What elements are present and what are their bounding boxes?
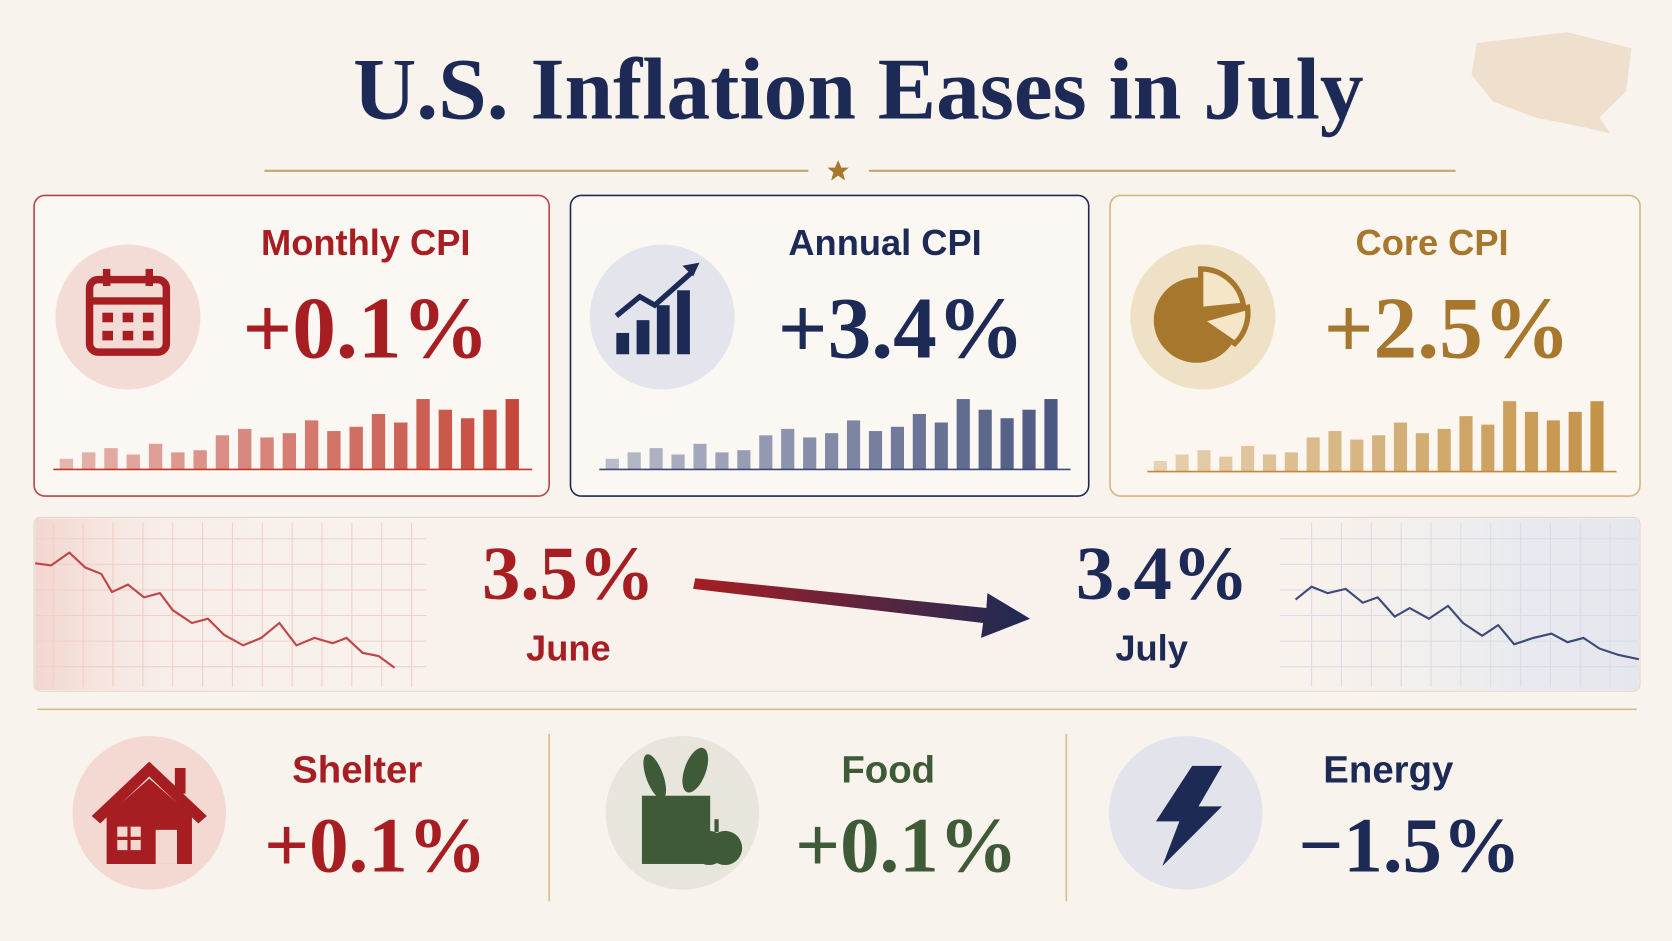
to-label: July xyxy=(1115,627,1188,668)
decorative-bar xyxy=(803,437,817,470)
decorative-bar xyxy=(1503,401,1517,472)
grocery-icon xyxy=(641,747,743,866)
arrow xyxy=(693,578,1031,638)
component-label: Energy xyxy=(1323,748,1454,791)
decorative-bar xyxy=(890,426,905,470)
panel-fade xyxy=(35,518,462,691)
decorative-bar xyxy=(1241,445,1255,472)
decorative-bar xyxy=(171,452,185,470)
decorative-bar xyxy=(1284,452,1298,472)
decorative-bar xyxy=(737,450,751,470)
card-value: +2.5% xyxy=(1324,279,1571,376)
decorative-bar xyxy=(327,431,341,470)
pie-icon xyxy=(1153,266,1251,363)
to-value: 3.4% xyxy=(1076,531,1249,616)
decorative-bar xyxy=(59,458,74,470)
component-value: +0.1% xyxy=(264,802,486,889)
decorative-bar xyxy=(126,454,140,470)
decorative-bar xyxy=(912,413,926,470)
decorative-bar xyxy=(304,420,319,470)
component-value: +0.1% xyxy=(795,802,1017,889)
decorative-bar xyxy=(846,420,861,470)
decorative-bar xyxy=(1262,454,1277,472)
decorative-bar xyxy=(868,431,883,470)
calendar-dots xyxy=(102,312,154,341)
decorative-bar xyxy=(1393,422,1408,472)
decorative-bar xyxy=(394,422,408,470)
decorative-bar xyxy=(671,454,685,470)
decorative-bar xyxy=(148,443,163,470)
decorative-bar xyxy=(1000,418,1014,470)
decorative-bar xyxy=(483,409,497,470)
decorative-bar xyxy=(193,450,207,470)
decorative-bar xyxy=(460,418,475,470)
decorative-bar xyxy=(82,452,96,470)
decorative-bar xyxy=(781,428,795,470)
decorative-bar xyxy=(978,409,992,470)
decorative-bar xyxy=(934,422,948,470)
decorative-bar xyxy=(1481,424,1495,472)
decorative-bar xyxy=(371,413,386,470)
map-icon xyxy=(1471,32,1632,134)
decorative-bar xyxy=(505,399,519,470)
decorative-bar xyxy=(238,428,252,470)
decorative-bar xyxy=(1328,431,1342,472)
card-value: +0.1% xyxy=(242,279,489,376)
decorative-bar xyxy=(349,426,363,470)
card-label: Monthly CPI xyxy=(261,222,470,263)
from-value: 3.5% xyxy=(482,531,655,616)
decorative-bar xyxy=(693,443,707,470)
decorative-bar xyxy=(1350,439,1364,472)
decorative-bar xyxy=(416,399,430,470)
decorative-bar xyxy=(627,452,641,470)
decorative-bar xyxy=(1197,450,1211,472)
card-label: Annual CPI xyxy=(788,222,981,263)
decorative-bar xyxy=(1415,433,1429,472)
decorative-bar xyxy=(1044,399,1058,470)
decorative-bar xyxy=(715,452,729,470)
panel-fade xyxy=(1258,518,1639,691)
house-icon xyxy=(91,761,207,864)
decorative-bar xyxy=(1437,428,1451,472)
decorative-bar xyxy=(260,437,274,470)
decorative-bar xyxy=(1219,456,1233,472)
title: U.S. Inflation Eases in July xyxy=(353,40,1363,137)
decorative-bar xyxy=(1306,437,1320,472)
card-value: +3.4% xyxy=(778,279,1025,376)
decorative-bar xyxy=(215,435,230,470)
decorative-bar xyxy=(1459,416,1473,472)
decorative-bars xyxy=(53,399,1617,473)
decorative-bar xyxy=(649,448,663,470)
component-label: Food xyxy=(841,748,935,791)
decorative-bar xyxy=(956,399,970,470)
decorative-bar xyxy=(825,433,839,470)
component-value: −1.5% xyxy=(1298,802,1520,889)
decorative-bar xyxy=(438,409,453,470)
from-label: June xyxy=(526,627,611,668)
decorative-bar xyxy=(605,458,619,470)
trend-line xyxy=(35,551,396,669)
card-label: Core CPI xyxy=(1356,222,1509,263)
trend-line xyxy=(1294,585,1640,661)
decorative-bar xyxy=(759,435,773,470)
decorative-bar xyxy=(1372,435,1386,472)
star xyxy=(827,160,849,181)
component-label: Shelter xyxy=(292,748,422,791)
decorative-bar xyxy=(104,448,118,470)
decorative-bar xyxy=(1568,411,1582,472)
growth-icon xyxy=(614,262,700,355)
decorative-bar xyxy=(1022,409,1036,470)
calendar-icon xyxy=(85,268,171,356)
decorative-bar xyxy=(1524,411,1539,472)
decorative-bar xyxy=(1153,460,1167,472)
decorative-bar xyxy=(1546,420,1560,472)
decorative-bar xyxy=(282,433,297,470)
decorative-bar xyxy=(1175,454,1189,472)
decorative-bar xyxy=(1590,401,1604,472)
bolt-icon xyxy=(1155,765,1223,867)
